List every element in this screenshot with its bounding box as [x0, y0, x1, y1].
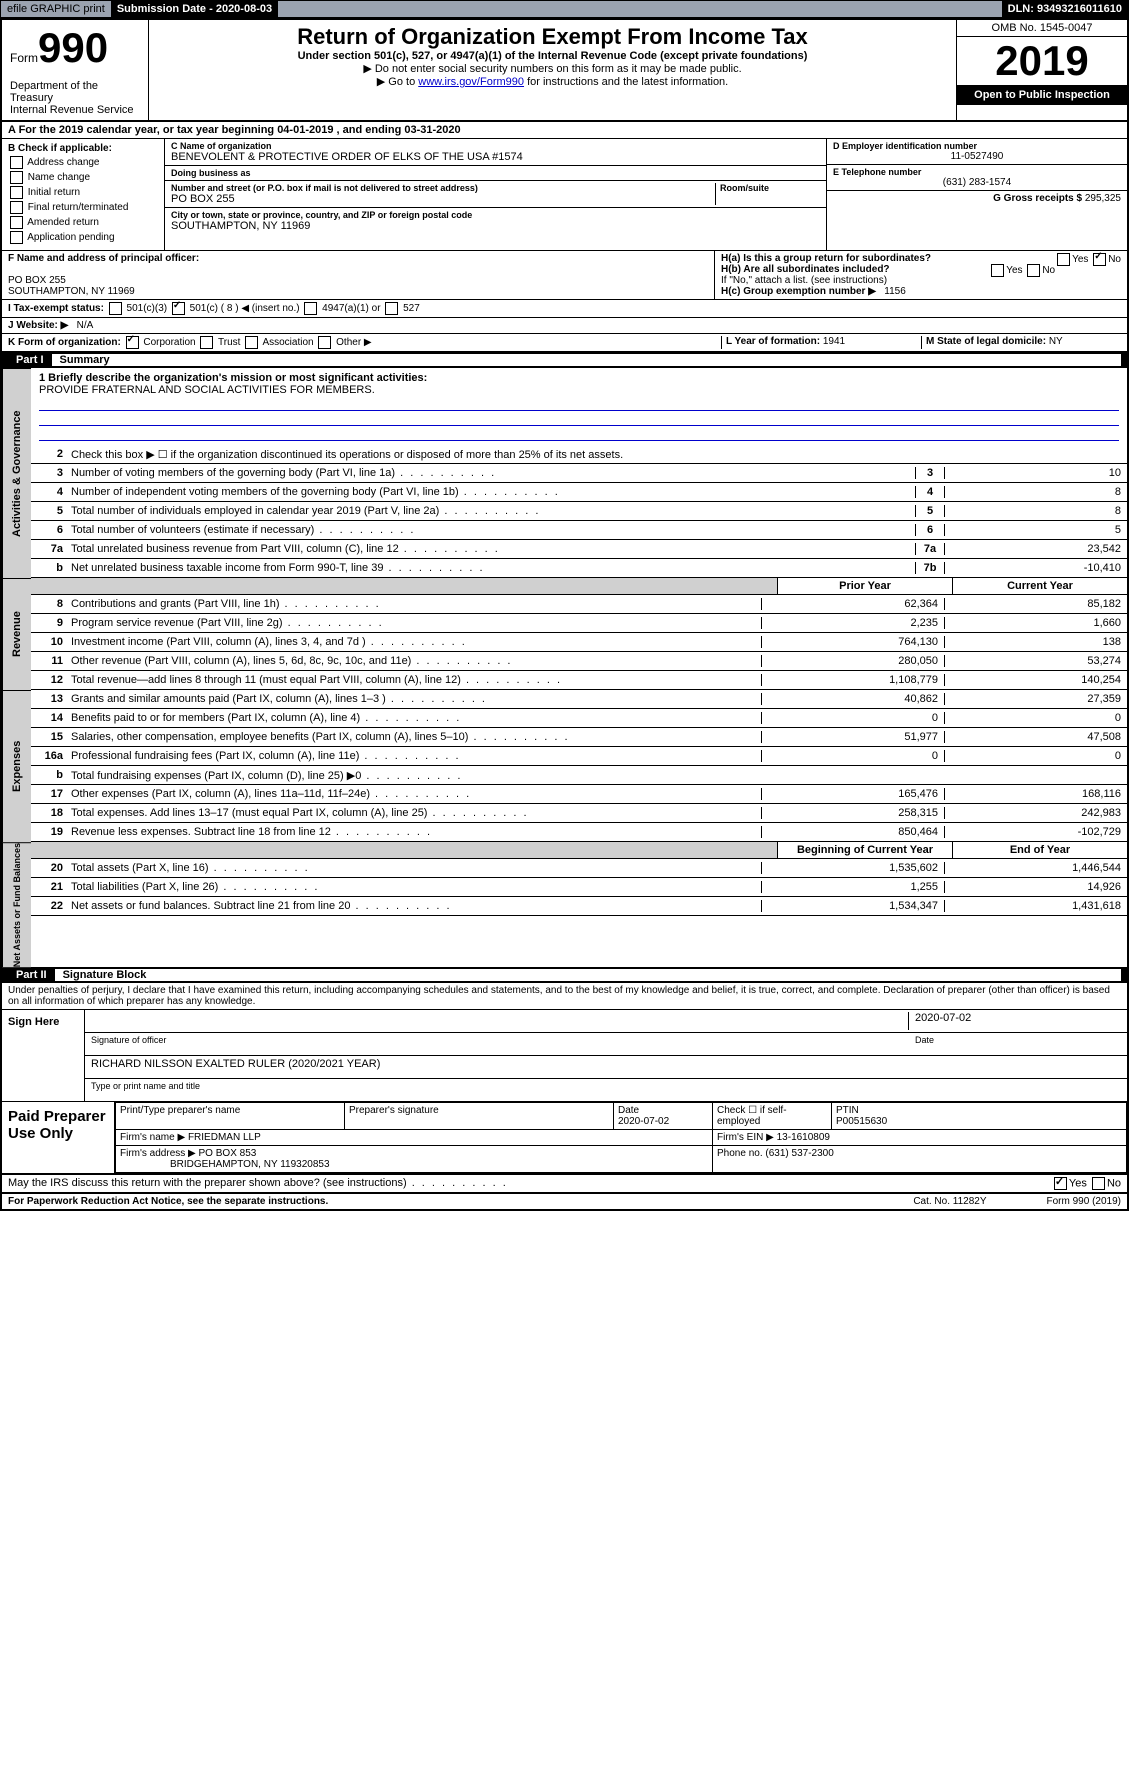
efile-label: efile GRAPHIC print: [1, 1, 111, 17]
group-exemption: 1156: [884, 286, 906, 297]
summary-line: 19Revenue less expenses. Subtract line 1…: [31, 823, 1127, 842]
c-col: C Name of organization BENEVOLENT & PROT…: [165, 139, 826, 250]
officer-addr1: PO BOX 255: [8, 275, 708, 286]
paid-preparer-label: Paid Preparer Use Only: [2, 1102, 115, 1173]
year-formation: 1941: [823, 336, 845, 347]
summary-line: 10Investment income (Part VIII, column (…: [31, 633, 1127, 652]
form-frame: Form990 Department of the Treasury Inter…: [0, 18, 1129, 1211]
exp-sidelabel: Expenses: [2, 690, 31, 842]
state-domicile: NY: [1049, 336, 1063, 347]
summary-line: 22Net assets or fund balances. Subtract …: [31, 897, 1127, 916]
firm-name: FRIEDMAN LLP: [188, 1132, 261, 1143]
ha-yes-checkbox[interactable]: [1057, 253, 1070, 266]
part1-header: Part I Summary: [2, 352, 1127, 368]
summary-line: bTotal fundraising expenses (Part IX, co…: [31, 766, 1127, 785]
org-name: BENEVOLENT & PROTECTIVE ORDER OF ELKS OF…: [171, 151, 820, 163]
sign-here-label: Sign Here: [2, 1010, 85, 1101]
b-check-item: Initial return: [8, 186, 158, 199]
title-block: Return of Organization Exempt From Incom…: [149, 20, 956, 120]
summary-line: 14Benefits paid to or for members (Part …: [31, 709, 1127, 728]
ptin: P00515630: [836, 1116, 887, 1127]
summary-line: 15Salaries, other compensation, employee…: [31, 728, 1127, 747]
website: N/A: [77, 320, 94, 331]
other-checkbox[interactable]: [318, 336, 331, 349]
summary-line: 4Number of independent voting members of…: [31, 483, 1127, 502]
rev-sidelabel: Revenue: [2, 578, 31, 690]
summary-line: bNet unrelated business taxable income f…: [31, 559, 1127, 578]
b-check-item: Final return/terminated: [8, 201, 158, 214]
501c-checkbox[interactable]: [172, 302, 185, 315]
b-check-col: B Check if applicable: Address change Na…: [2, 139, 165, 250]
summary-line: 17Other expenses (Part IX, column (A), l…: [31, 785, 1127, 804]
officer-addr2: SOUTHAMPTON, NY 11969: [8, 286, 708, 297]
summary-line: 11Other revenue (Part VIII, column (A), …: [31, 652, 1127, 671]
summary-line: 20Total assets (Part X, line 16)1,535,60…: [31, 859, 1127, 878]
omb-block: OMB No. 1545-0047 2019 Open to Public In…: [956, 20, 1127, 120]
summary-line: 6Total number of volunteers (estimate if…: [31, 521, 1127, 540]
tax-year: 2019: [957, 37, 1127, 85]
4947-checkbox[interactable]: [304, 302, 317, 315]
hb-no-checkbox[interactable]: [1027, 264, 1040, 277]
part2-header: Part II Signature Block: [2, 967, 1127, 983]
prep-date: 2020-07-02: [618, 1116, 669, 1127]
street-address: PO BOX 255: [171, 193, 715, 205]
summary-line: 5Total number of individuals employed in…: [31, 502, 1127, 521]
b-check-item: Application pending: [8, 231, 158, 244]
submission-date: Submission Date - 2020-08-03: [111, 1, 278, 17]
phone: (631) 283-1574: [833, 177, 1121, 188]
gov-sidelabel: Activities & Governance: [2, 368, 31, 578]
form-footer: Form 990 (2019): [1047, 1196, 1121, 1207]
top-bar: efile GRAPHIC print Submission Date - 20…: [0, 0, 1129, 18]
hb-yes-checkbox[interactable]: [991, 264, 1004, 277]
trust-checkbox[interactable]: [200, 336, 213, 349]
summary-line: 7aTotal unrelated business revenue from …: [31, 540, 1127, 559]
dept-label: Department of the Treasury Internal Reve…: [2, 76, 149, 120]
summary-line: 3Number of voting members of the governi…: [31, 464, 1127, 483]
summary-line: 16aProfessional fundraising fees (Part I…: [31, 747, 1127, 766]
form-number-block: Form990: [2, 20, 149, 76]
firm-ein: 13-1610809: [777, 1132, 830, 1143]
open-public: Open to Public Inspection: [957, 85, 1127, 105]
firm-addr: PO BOX 853: [199, 1148, 257, 1159]
summary-line: 21Total liabilities (Part X, line 26)1,2…: [31, 878, 1127, 897]
officer-name: RICHARD NILSSON EXALTED RULER (2020/2021…: [91, 1058, 1121, 1076]
summary-line: 2Check this box ▶ ☐ if the organization …: [31, 445, 1127, 464]
b-check-item: Amended return: [8, 216, 158, 229]
gross-receipts: 295,325: [1085, 193, 1121, 204]
summary-line: 13Grants and similar amounts paid (Part …: [31, 690, 1127, 709]
summary-line: 9Program service revenue (Part VIII, lin…: [31, 614, 1127, 633]
summary-line: 12Total revenue—add lines 8 through 11 (…: [31, 671, 1127, 690]
cat-no: Cat. No. 11282Y: [913, 1196, 986, 1207]
assoc-checkbox[interactable]: [245, 336, 258, 349]
net-sidelabel: Net Assets or Fund Balances: [2, 842, 31, 967]
omb-number: OMB No. 1545-0047: [957, 20, 1127, 37]
paperwork-notice: For Paperwork Reduction Act Notice, see …: [8, 1196, 913, 1207]
firm-phone: (631) 537-2300: [765, 1148, 833, 1159]
a-line: A For the 2019 calendar year, or tax yea…: [2, 122, 1127, 139]
527-checkbox[interactable]: [385, 302, 398, 315]
note-link: ▶ Go to www.irs.gov/Form990 for instruct…: [157, 75, 948, 88]
summary-line: 8Contributions and grants (Part VIII, li…: [31, 595, 1127, 614]
city-state-zip: SOUTHAMPTON, NY 11969: [171, 220, 820, 232]
501c3-checkbox[interactable]: [109, 302, 122, 315]
discuss-no-checkbox[interactable]: [1092, 1177, 1105, 1190]
b-check-item: Address change: [8, 156, 158, 169]
ein: 11-0527490: [833, 151, 1121, 162]
dln: DLN: 93493216011610: [1002, 1, 1128, 17]
summary-line: 18Total expenses. Add lines 13–17 (must …: [31, 804, 1127, 823]
perjury-text: Under penalties of perjury, I declare th…: [2, 983, 1127, 1010]
corp-checkbox[interactable]: [126, 336, 139, 349]
b-check-item: Name change: [8, 171, 158, 184]
sign-date: 2020-07-02: [908, 1012, 1121, 1030]
form-title: Return of Organization Exempt From Incom…: [157, 24, 948, 50]
note-ssn: ▶ Do not enter social security numbers o…: [157, 62, 948, 75]
irs-link[interactable]: www.irs.gov/Form990: [418, 76, 524, 88]
discuss-yes-checkbox[interactable]: [1054, 1177, 1067, 1190]
subtitle: Under section 501(c), 527, or 4947(a)(1)…: [157, 50, 948, 62]
right-col: D Employer identification number 11-0527…: [826, 139, 1127, 250]
ha-no-checkbox[interactable]: [1093, 253, 1106, 266]
mission-text: PROVIDE FRATERNAL AND SOCIAL ACTIVITIES …: [39, 384, 1119, 396]
